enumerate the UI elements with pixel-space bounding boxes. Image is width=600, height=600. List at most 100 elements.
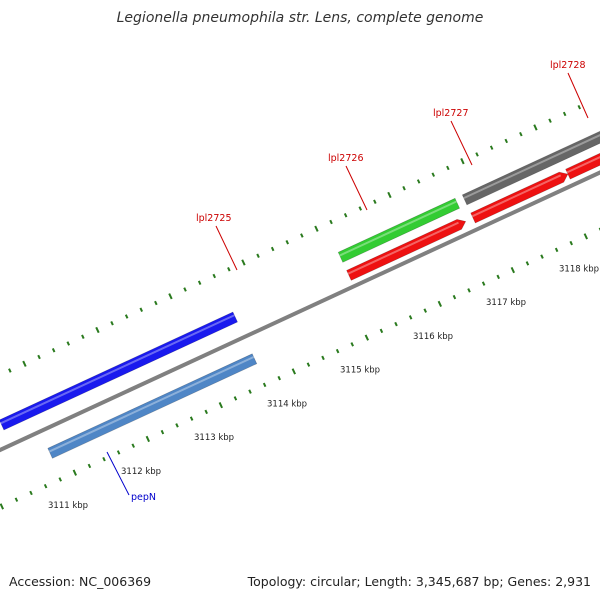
- inner-tick: [496, 274, 500, 280]
- outer-tick: [519, 131, 523, 137]
- inner-tick: [262, 382, 267, 388]
- lpl2726-gene[interactable]: [461, 107, 600, 206]
- outer-tick: [460, 158, 465, 165]
- inner-tick: [321, 355, 325, 361]
- scale-label: 3116 kbp: [413, 332, 453, 342]
- outer-tick: [577, 104, 582, 110]
- map-title: Legionella pneumophila str. Lens, comple…: [116, 10, 484, 26]
- outer-tick: [183, 287, 187, 292]
- feature-tracks: [0, 107, 600, 459]
- accession-label: Accession: NC_006369: [9, 574, 152, 589]
- tick-marks: [0, 104, 600, 510]
- inner-tick: [277, 375, 281, 381]
- pepN-gene[interactable]: [0, 311, 238, 431]
- outer-tick: [197, 280, 202, 285]
- outer-tick: [124, 314, 129, 319]
- outer-tick: [343, 212, 348, 218]
- gene-label-leader: [345, 165, 368, 211]
- gene-label-leader: [450, 120, 473, 166]
- outer-tick: [489, 145, 494, 150]
- inner-tick: [481, 281, 486, 286]
- lpl2725-gene[interactable]: [337, 197, 460, 263]
- outer-tick: [358, 206, 363, 211]
- scale-label: 3113 kbp: [194, 433, 234, 443]
- inner-tick: [554, 247, 559, 253]
- inner-tick: [510, 266, 515, 274]
- inner-tick: [540, 254, 544, 259]
- scale-label: 3117 kbp: [486, 298, 526, 308]
- gene-label[interactable]: lpl2726: [328, 153, 364, 164]
- backbone: [0, 170, 600, 453]
- lpl2727-cds-shading: [566, 156, 600, 174]
- gene-label-leader: [106, 451, 130, 496]
- gene-label[interactable]: lpl2727: [433, 108, 469, 119]
- inner-tick: [525, 261, 530, 266]
- inner-tick: [43, 483, 48, 489]
- inner-tick: [14, 497, 19, 502]
- outer-tick: [154, 300, 158, 306]
- outer-tick: [548, 118, 552, 123]
- inner-tick: [467, 288, 471, 293]
- genome-summary-label: Topology: circular; Length: 3,345,687 bp…: [247, 574, 591, 589]
- pepN-gene-shading: [0, 314, 235, 425]
- lpl2726-cds[interactable]: [470, 171, 569, 224]
- outer-tick: [110, 321, 114, 326]
- inner-tick: [116, 450, 121, 455]
- lpl2725-cds[interactable]: [346, 219, 467, 281]
- inner-tick: [248, 389, 252, 394]
- scale-label: 3115 kbp: [340, 366, 380, 376]
- gene-label[interactable]: lpl2725: [196, 213, 232, 224]
- outer-tick: [8, 368, 12, 373]
- inner-tick: [29, 490, 33, 496]
- outer-tick: [314, 225, 319, 232]
- outer-tick: [227, 266, 231, 272]
- inner-tick: [569, 240, 573, 246]
- inner-tick: [408, 315, 413, 320]
- inner-tick: [437, 300, 442, 308]
- lpl2725-cds-shading: [347, 221, 459, 275]
- inner-tick: [452, 294, 457, 300]
- inner-tick: [160, 429, 165, 435]
- inner-tick: [335, 348, 340, 354]
- pepN-cds[interactable]: [47, 353, 258, 459]
- outer-tick: [51, 348, 56, 353]
- scale-label: 3114 kbp: [267, 399, 307, 409]
- inner-tick: [306, 362, 311, 367]
- inner-tick: [189, 416, 194, 421]
- outer-tick: [373, 199, 377, 204]
- inner-tick: [394, 321, 398, 327]
- labels: 3111 kbp 3112 kbp 3113 kbp 3114 kbp 3115 kbp…: [48, 60, 599, 511]
- inner-tick: [102, 456, 106, 462]
- lpl2726-gene-shading: [463, 134, 600, 200]
- outer-tick: [475, 152, 479, 157]
- outer-tick: [81, 334, 85, 339]
- outer-tick: [241, 259, 246, 266]
- inner-tick: [291, 368, 296, 375]
- outer-tick: [329, 219, 333, 225]
- gene-label[interactable]: lpl2728: [550, 60, 586, 71]
- inner-tick: [423, 308, 427, 313]
- scale-label: 3112 kbp: [121, 467, 161, 477]
- outer-tick: [212, 273, 217, 279]
- inner-tick: [131, 443, 135, 448]
- outer-tick: [37, 354, 41, 360]
- gene-label-leader: [567, 72, 589, 119]
- inner-tick: [58, 477, 62, 482]
- inner-tick: [218, 402, 223, 409]
- inner-tick: [145, 435, 150, 443]
- outer-tick: [256, 253, 260, 258]
- inner-tick: [175, 423, 179, 428]
- outer-tick: [168, 293, 173, 300]
- outer-tick: [285, 239, 290, 245]
- pepN-cds-shading: [48, 356, 255, 453]
- outer-tick: [139, 307, 144, 312]
- inner-tick: [0, 503, 4, 510]
- outer-tick: [533, 124, 538, 131]
- backbone-line: [0, 170, 600, 453]
- lpl2727-cds[interactable]: [565, 128, 600, 180]
- gene-label[interactable]: pepN: [131, 492, 156, 503]
- inner-tick: [364, 334, 369, 341]
- outer-tick: [431, 172, 436, 177]
- outer-tick: [270, 246, 275, 252]
